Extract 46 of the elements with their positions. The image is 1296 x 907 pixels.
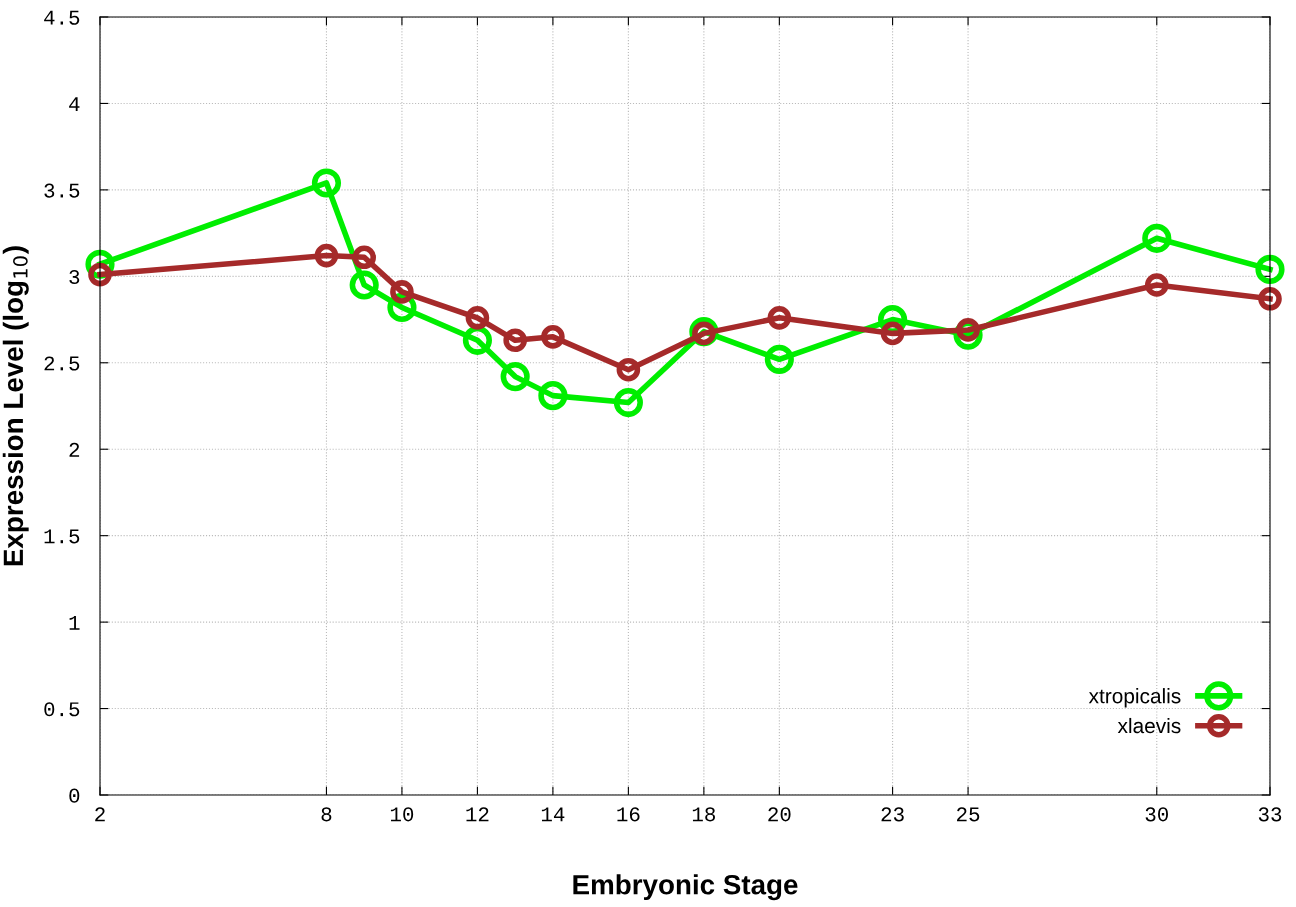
x-tick-label: 16 — [617, 807, 640, 822]
point — [465, 306, 490, 330]
point — [541, 325, 565, 349]
point — [500, 362, 530, 392]
point — [314, 243, 339, 268]
point — [311, 168, 342, 198]
y-tick-label: 3 — [69, 269, 80, 285]
y-axis-title: Expression Level (log$_{10}$) — [2, 246, 29, 566]
x-tick-label: 10 — [390, 807, 414, 822]
point — [1255, 254, 1285, 284]
x-tick-label: 33 — [1258, 807, 1282, 822]
x-tick-label: 30 — [1145, 807, 1168, 822]
point — [880, 321, 905, 346]
point — [613, 387, 643, 418]
y-tick-label: 2 — [69, 442, 80, 457]
point — [352, 245, 376, 270]
x-tick-label: 20 — [768, 807, 791, 822]
x-axis-title: Embryonic Stage — [573, 874, 798, 901]
point — [767, 306, 792, 330]
y-tick-label: 1 — [69, 615, 80, 630]
y-tick-label: 3.5 — [44, 183, 80, 198]
x-tick-label: 14 — [541, 807, 565, 822]
point — [1144, 273, 1169, 297]
x-tick-label: 8 — [321, 807, 332, 822]
y-tick-label: 4.5 — [44, 10, 80, 25]
point — [1258, 287, 1282, 311]
y-tick-label: 0.5 — [44, 702, 80, 717]
point — [503, 328, 527, 353]
point — [764, 344, 794, 374]
point — [1142, 223, 1172, 253]
y-tick-label: 0 — [69, 788, 80, 803]
point — [349, 270, 379, 300]
point — [462, 325, 493, 355]
x-tick-label: 2 — [95, 807, 105, 822]
x-tick-label: 18 — [692, 807, 715, 822]
x-tick-label: 12 — [466, 807, 489, 822]
point — [538, 381, 568, 411]
y-tick-label: 1.5 — [44, 529, 80, 544]
x-tick-label: 23 — [881, 807, 904, 822]
legend-label: xlaevis — [1117, 717, 1181, 734]
x-tick-label: 25 — [957, 807, 980, 822]
point — [616, 357, 641, 382]
legend-label: xtropicalis — [1088, 688, 1181, 708]
y-tick-label: 4 — [69, 97, 80, 111]
point — [390, 280, 414, 304]
y-tick-label: 2.5 — [44, 356, 80, 371]
